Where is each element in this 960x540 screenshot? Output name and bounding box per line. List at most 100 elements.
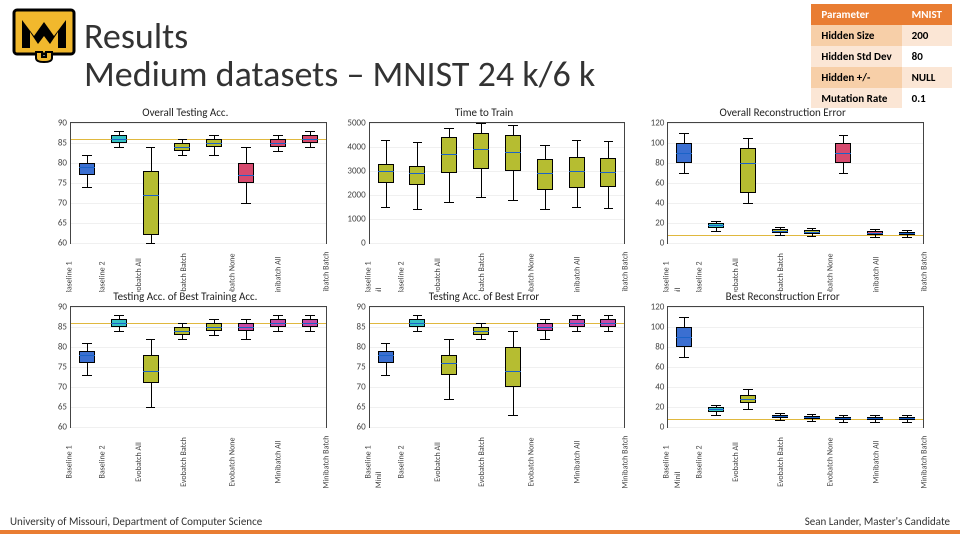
xtick-label: Evobatch All bbox=[731, 442, 775, 482]
chart-testing-acc-best-error: Testing Acc. of Best Error 60657075808590… bbox=[337, 292, 632, 472]
ytick-label: 70 bbox=[357, 381, 366, 392]
ytick-label: 85 bbox=[357, 321, 366, 332]
ytick-label: 0 bbox=[660, 238, 665, 249]
reference-line bbox=[71, 323, 326, 324]
plot-area: 020406080100120 bbox=[667, 122, 924, 244]
boxplot-box bbox=[835, 123, 851, 243]
ytick-label: 80 bbox=[58, 157, 67, 168]
ytick-label: 40 bbox=[655, 381, 664, 392]
slide: Results Medium datasets – MNIST 24 k/6 k… bbox=[0, 0, 960, 540]
boxplot-box bbox=[409, 307, 425, 427]
boxplot-box bbox=[772, 307, 788, 427]
boxplot-box bbox=[676, 123, 692, 243]
ytick-label: 5000 bbox=[347, 118, 365, 129]
chart-overall-recon-error: Overall Reconstruction Error 020406080100… bbox=[635, 108, 930, 288]
param-header-0: Parameter bbox=[811, 4, 901, 25]
boxplot-box bbox=[79, 307, 95, 427]
boxplot-box bbox=[835, 307, 851, 427]
xtick-labels: Baseline 1Baseline 2Evobatch AllEvobatch… bbox=[667, 428, 924, 472]
ytick-label: 90 bbox=[357, 302, 366, 313]
xtick-label: Evobatch None bbox=[228, 438, 272, 487]
boxplot-box bbox=[143, 123, 159, 243]
ytick-label: 3000 bbox=[347, 166, 365, 177]
mu-logo bbox=[12, 8, 76, 64]
boxplot-box bbox=[537, 307, 553, 427]
boxplot-box bbox=[537, 123, 553, 243]
boxplot-box bbox=[473, 307, 489, 427]
boxplot-box bbox=[174, 307, 190, 427]
ytick-label: 60 bbox=[357, 422, 366, 433]
xtick-label: Evobatch Batch bbox=[776, 437, 820, 487]
boxplot-box bbox=[238, 123, 254, 243]
param-cell: Hidden Size bbox=[811, 25, 901, 46]
boxplot-box bbox=[740, 307, 756, 427]
ytick-label: 80 bbox=[655, 157, 664, 168]
boxplot-box bbox=[111, 307, 127, 427]
boxplot-box bbox=[441, 307, 457, 427]
ytick-label: 20 bbox=[655, 402, 664, 413]
xtick-labels: Baseline 1Baseline 2Evobatch AllEvobatch… bbox=[369, 244, 626, 288]
ytick-label: 70 bbox=[58, 381, 67, 392]
boxplot-box bbox=[708, 307, 724, 427]
xtick-label: Evobatch Batch bbox=[477, 437, 521, 487]
plot-area: 60657075808590 bbox=[70, 122, 327, 244]
boxplot-box bbox=[409, 123, 425, 243]
chart-title: Testing Acc. of Best Error bbox=[337, 290, 632, 303]
ytick-label: 4000 bbox=[347, 142, 365, 153]
chart-best-recon-error: Best Reconstruction Error020406080100120… bbox=[635, 292, 930, 472]
chart-testing-acc-best-train: Testing Acc. of Best Training Acc. 606570… bbox=[38, 292, 333, 472]
boxplot-box bbox=[899, 123, 915, 243]
xtick-label: Evobatch None bbox=[825, 438, 869, 487]
reference-line bbox=[71, 139, 326, 140]
footer-right: Sean Lander, Master's Candidate bbox=[805, 515, 950, 528]
ytick-label: 2000 bbox=[347, 190, 365, 201]
ytick-label: 60 bbox=[58, 422, 67, 433]
chart-title: Testing Acc. of Best Training Acc. bbox=[38, 290, 333, 303]
ytick-label: 80 bbox=[655, 341, 664, 352]
boxplot-box bbox=[740, 123, 756, 243]
chart-title: Overall Testing Acc. bbox=[38, 106, 333, 119]
boxplot-box bbox=[867, 123, 883, 243]
xtick-labels: Baseline 1Baseline 2Evobatch AllEvobatch… bbox=[369, 428, 626, 472]
boxplot-box bbox=[302, 307, 318, 427]
reference-line bbox=[668, 235, 923, 236]
ytick-label: 0 bbox=[660, 422, 665, 433]
boxplot-box bbox=[867, 307, 883, 427]
xtick-labels: Baseline 1Baseline 2Evobatch AllEvobatch… bbox=[667, 244, 924, 288]
ytick-label: 120 bbox=[651, 302, 665, 313]
boxplot-box bbox=[569, 307, 585, 427]
boxplot-box bbox=[569, 123, 585, 243]
plot-area: 60657075808590 bbox=[369, 306, 626, 428]
boxplot-box bbox=[206, 307, 222, 427]
ytick-label: 120 bbox=[651, 118, 665, 129]
ytick-label: 75 bbox=[58, 362, 67, 373]
boxplot-box bbox=[378, 307, 394, 427]
ytick-label: 1000 bbox=[347, 214, 365, 225]
param-cell: 80 bbox=[902, 46, 952, 67]
xtick-label: Minibatch All bbox=[871, 441, 915, 484]
boxplot-box bbox=[143, 307, 159, 427]
ytick-label: 80 bbox=[357, 341, 366, 352]
plot-area: 60657075808590 bbox=[70, 306, 327, 428]
xtick-label: Evobatch All bbox=[433, 442, 477, 482]
chart-title: Overall Reconstruction Error bbox=[635, 106, 930, 119]
xtick-labels: Baseline 1Baseline 2Evobatch AllEvobatch… bbox=[70, 244, 327, 288]
boxplot-box bbox=[600, 123, 616, 243]
boxplot-box bbox=[378, 123, 394, 243]
chart-title: Time to Train bbox=[337, 106, 632, 119]
reference-line bbox=[668, 419, 923, 420]
ytick-label: 0 bbox=[361, 238, 366, 249]
ytick-label: 70 bbox=[58, 197, 67, 208]
boxplot-box bbox=[270, 123, 286, 243]
param-header-1: MNIST bbox=[902, 4, 952, 25]
boxplot-box bbox=[708, 123, 724, 243]
xtick-labels: Baseline 1Baseline 2Evobatch AllEvobatch… bbox=[70, 428, 327, 472]
ytick-label: 65 bbox=[58, 218, 67, 229]
footer: University of Missouri, Department of Co… bbox=[0, 516, 960, 534]
ytick-label: 90 bbox=[58, 302, 67, 313]
param-cell: 200 bbox=[902, 25, 952, 46]
boxplot-box bbox=[270, 307, 286, 427]
boxplot-box bbox=[238, 307, 254, 427]
boxplot-box bbox=[804, 123, 820, 243]
ytick-label: 90 bbox=[58, 118, 67, 129]
